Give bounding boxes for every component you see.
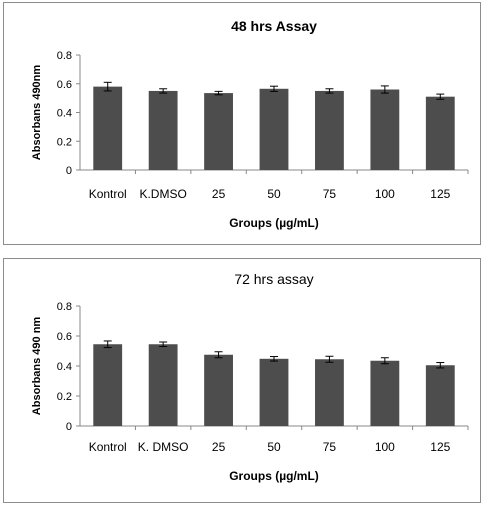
chart-panel-48hrs: 48 hrs Assay 0 0.2 0.4 0.6 0.8 Kontrol K.DMSO 25… [3, 2, 481, 245]
error-bar [270, 356, 278, 362]
error-bar [325, 88, 334, 94]
category-label: 50 [267, 187, 281, 201]
category-label: 75 [323, 187, 337, 201]
chart-48hrs: 48 hrs Assay 0 0.2 0.4 0.6 0.8 Kontrol K.DMSO 25… [31, 18, 469, 230]
x-axis-label: Groups (µg/mL) [229, 469, 319, 483]
y-tick-label: 0.6 [57, 331, 72, 343]
category-label: 100 [375, 440, 395, 454]
y-tick-label: 0.4 [57, 361, 72, 373]
error-bar [159, 88, 168, 94]
bar [425, 365, 455, 426]
y-tick-label: 0.8 [57, 50, 72, 62]
error-bar [436, 362, 445, 369]
category-label: K. DMSO [138, 440, 189, 454]
category-label: 125 [430, 440, 450, 454]
bar [148, 90, 178, 170]
bar [259, 88, 289, 170]
y-tick-label: 0.6 [57, 79, 72, 91]
y-tick-label: 0 [66, 165, 72, 177]
category-label: 75 [323, 440, 337, 454]
bar [93, 344, 123, 426]
error-bar [380, 357, 389, 365]
bar [204, 93, 233, 170]
y-axis-label: Absorbans 490nm [31, 65, 43, 161]
bar [148, 344, 178, 426]
error-bar [103, 81, 112, 92]
category-label: Kontrol [89, 187, 127, 201]
y-tick-label: 0.2 [57, 391, 72, 403]
bar [93, 86, 123, 170]
category-label: 25 [212, 187, 226, 201]
error-bar [380, 85, 389, 94]
category-label: 50 [267, 440, 281, 454]
bar [370, 360, 400, 426]
bar [204, 354, 233, 426]
chart-panel-72hrs: 72 hrs assay 0 0.2 0.4 0.6 0.8 Kontrol K. DMSO 2… [3, 258, 481, 503]
y-axis-label: Absorbans 490 nm [31, 317, 43, 416]
error-bar [103, 340, 112, 349]
chart-72hrs: 72 hrs assay 0 0.2 0.4 0.6 0.8 Kontrol K. DMSO 2… [31, 271, 469, 483]
bar [259, 358, 289, 426]
error-bar [270, 85, 278, 92]
bar [315, 359, 344, 426]
chart-title: 48 hrs Assay [231, 18, 317, 34]
category-label: 100 [375, 187, 395, 201]
y-tick-label: 0.4 [57, 108, 72, 120]
error-bar [159, 341, 168, 347]
category-label: 25 [212, 440, 226, 454]
error-bar [214, 351, 223, 359]
bar [425, 96, 455, 170]
category-label: K.DMSO [139, 187, 186, 201]
y-tick-label: 0.2 [57, 136, 72, 148]
category-label: Kontrol [89, 440, 127, 454]
bar [370, 89, 400, 170]
error-bar [436, 93, 445, 100]
error-bar [214, 90, 223, 96]
y-tick-label: 0 [66, 421, 72, 433]
category-label: 125 [430, 187, 450, 201]
x-axis-label: Groups (µg/mL) [229, 216, 319, 230]
bar [315, 90, 344, 170]
error-bar [325, 355, 334, 363]
chart-title: 72 hrs assay [234, 271, 313, 287]
y-tick-label: 0.8 [57, 301, 72, 313]
